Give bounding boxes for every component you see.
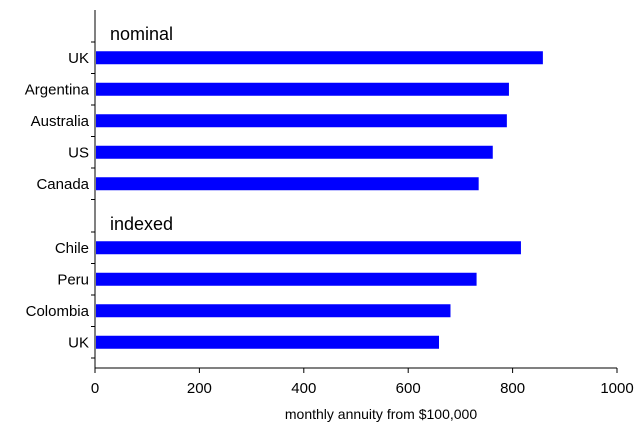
x-ticks-layer: 0 200 400 600 800 1000 — [91, 368, 634, 397]
x-tick-label: 400 — [291, 380, 316, 397]
y-ticks-layer — [91, 41, 95, 359]
category-label: Canada — [36, 176, 89, 193]
axes-layer — [94, 10, 617, 369]
category-label: Australia — [31, 113, 90, 130]
x-axis-title: monthly annuity from $100,000 — [285, 406, 477, 422]
x-tick-label: 1000 — [600, 380, 633, 397]
category-label: Colombia — [26, 303, 90, 320]
x-tick-label: 200 — [187, 380, 212, 397]
group-label-indexed: indexed — [110, 214, 173, 234]
bar-0-3 — [96, 145, 493, 159]
x-tick-label: 0 — [91, 380, 99, 397]
bar-1-3 — [96, 335, 439, 349]
bar-1-2 — [96, 304, 451, 318]
category-label: Chile — [55, 240, 89, 257]
category-label: US — [68, 144, 89, 161]
category-label: UK — [68, 50, 89, 67]
category-label: UK — [68, 334, 89, 351]
bar-0-4 — [96, 177, 479, 191]
category-label: Peru — [57, 271, 89, 288]
bar-0-2 — [96, 114, 507, 128]
labels-layer: nominal UK Argentina Australia US Canada index… — [25, 24, 173, 351]
bar-1-1 — [96, 272, 477, 286]
category-label: Argentina — [25, 81, 90, 98]
x-tick-label: 800 — [500, 380, 525, 397]
group-label-nominal: nominal — [110, 24, 173, 44]
x-tick-label: 600 — [396, 380, 421, 397]
bars-layer — [96, 51, 543, 349]
bar-0-0 — [96, 51, 543, 65]
bar-0-1 — [96, 82, 509, 96]
bar-1-0 — [96, 241, 521, 255]
